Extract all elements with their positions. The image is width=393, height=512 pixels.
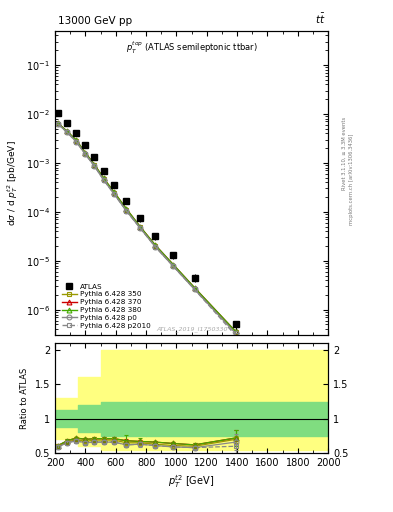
X-axis label: $p_T^{t2}$ [GeV]: $p_T^{t2}$ [GeV]: [169, 474, 215, 490]
Text: 13000 GeV pp: 13000 GeV pp: [58, 16, 132, 26]
Y-axis label: d$\sigma$ / d $p_T^{t2}$ [pb/GeV]: d$\sigma$ / d $p_T^{t2}$ [pb/GeV]: [6, 140, 20, 226]
Text: Rivet 3.1.10, ≥ 3.3M events: Rivet 3.1.10, ≥ 3.3M events: [342, 117, 346, 190]
Legend: ATLAS, Pythia 6.428 350, Pythia 6.428 370, Pythia 6.428 380, Pythia 6.428 p0, Py: ATLAS, Pythia 6.428 350, Pythia 6.428 37…: [59, 281, 154, 332]
Text: $p_T^{top}$ (ATLAS semileptonic ttbar): $p_T^{top}$ (ATLAS semileptonic ttbar): [126, 40, 257, 56]
Text: ATLAS_2019_I1750330: ATLAS_2019_I1750330: [156, 327, 227, 332]
Text: mcplots.cern.ch [arXiv:1306.3436]: mcplots.cern.ch [arXiv:1306.3436]: [349, 134, 354, 225]
Text: $t\bar{t}$: $t\bar{t}$: [315, 12, 325, 26]
Y-axis label: Ratio to ATLAS: Ratio to ATLAS: [20, 368, 29, 429]
